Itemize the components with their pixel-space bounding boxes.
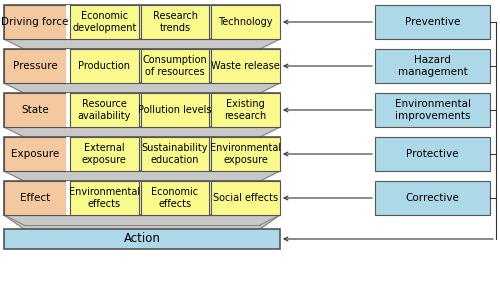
Polygon shape <box>4 171 280 181</box>
Text: Technology: Technology <box>218 17 273 27</box>
Bar <box>4 49 280 83</box>
Text: External
exposure: External exposure <box>82 143 127 165</box>
Polygon shape <box>4 83 280 93</box>
Bar <box>70 137 138 171</box>
Bar <box>4 137 66 171</box>
Bar <box>4 181 66 215</box>
Bar <box>66 93 70 127</box>
Bar <box>375 93 490 127</box>
Bar <box>375 181 490 215</box>
Bar <box>140 93 209 127</box>
Polygon shape <box>4 39 280 49</box>
Bar <box>66 49 70 83</box>
Bar <box>140 181 209 215</box>
Bar <box>375 49 490 83</box>
Bar <box>140 49 209 83</box>
Polygon shape <box>4 215 280 225</box>
Text: Effect: Effect <box>20 193 50 203</box>
Bar <box>66 137 70 171</box>
Bar <box>4 137 280 171</box>
Text: Economic
development: Economic development <box>72 11 136 33</box>
Text: Research
trends: Research trends <box>152 11 198 33</box>
Text: Corrective: Corrective <box>406 193 460 203</box>
Text: Social effects: Social effects <box>213 193 278 203</box>
Bar <box>70 93 138 127</box>
Text: Existing
research: Existing research <box>224 99 267 121</box>
Bar <box>140 137 209 171</box>
Bar <box>70 49 138 83</box>
Text: Protective: Protective <box>406 149 459 159</box>
Polygon shape <box>4 215 280 229</box>
Polygon shape <box>4 127 280 137</box>
Bar <box>212 93 280 127</box>
Text: Pressure: Pressure <box>12 61 58 71</box>
Bar <box>66 181 70 215</box>
Bar <box>4 181 280 215</box>
Text: Environmental
effects: Environmental effects <box>69 187 140 209</box>
Text: Consumption
of resources: Consumption of resources <box>142 55 208 77</box>
Text: Hazard
management: Hazard management <box>398 55 468 77</box>
Text: Driving force: Driving force <box>2 17 68 27</box>
Bar <box>375 137 490 171</box>
Text: Sustainability
education: Sustainability education <box>142 143 208 165</box>
Bar <box>212 137 280 171</box>
Text: Preventive: Preventive <box>405 17 460 27</box>
Text: State: State <box>21 105 49 115</box>
Bar <box>70 5 138 39</box>
Text: Resource
availability: Resource availability <box>78 99 131 121</box>
Bar <box>212 5 280 39</box>
Bar <box>4 5 66 39</box>
Bar <box>140 5 209 39</box>
Bar <box>4 93 280 127</box>
Bar <box>66 5 70 39</box>
Text: Action: Action <box>124 232 160 245</box>
Text: Environmental
exposure: Environmental exposure <box>210 143 281 165</box>
Text: Waste release: Waste release <box>212 61 280 71</box>
Bar <box>212 181 280 215</box>
Text: Exposure: Exposure <box>11 149 59 159</box>
Text: Economic
effects: Economic effects <box>152 187 198 209</box>
Text: Pollution levels: Pollution levels <box>138 105 212 115</box>
Bar <box>212 49 280 83</box>
Text: Environmental
improvements: Environmental improvements <box>394 99 470 121</box>
Bar <box>375 5 490 39</box>
Bar <box>4 93 66 127</box>
Text: Production: Production <box>78 61 130 71</box>
Bar <box>4 49 66 83</box>
Bar <box>4 229 280 249</box>
Bar <box>70 181 138 215</box>
Bar <box>4 5 280 39</box>
